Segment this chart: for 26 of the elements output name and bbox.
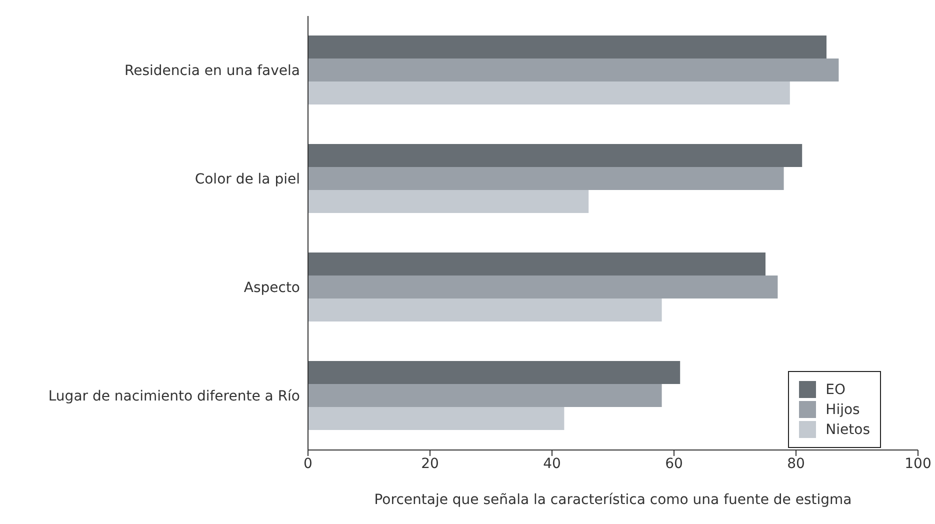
bar xyxy=(308,36,826,59)
x-axis-title: Porcentaje que señala la característica como una fuente de estigma xyxy=(374,492,852,508)
bar xyxy=(308,276,778,299)
bar xyxy=(308,252,766,276)
bar xyxy=(308,298,662,322)
x-tick-label: 20 xyxy=(421,456,439,472)
x-tick-label: 60 xyxy=(665,456,683,472)
bar xyxy=(308,144,802,168)
y-tick-label: Aspecto xyxy=(244,280,300,296)
y-tick-label: Lugar de nacimiento diferente a Río xyxy=(48,388,300,405)
bar xyxy=(308,167,784,190)
x-tick-label: 100 xyxy=(904,456,932,472)
bar xyxy=(308,361,680,384)
legend-label: EO xyxy=(826,382,846,398)
bar xyxy=(308,82,790,105)
x-tick-label: 0 xyxy=(304,456,312,472)
x-tick-label: 80 xyxy=(787,456,805,472)
y-tick-label: Residencia en una favela xyxy=(124,63,300,80)
bar xyxy=(308,407,564,430)
bar xyxy=(308,190,589,214)
bar xyxy=(308,384,662,408)
x-tick-label: 40 xyxy=(543,456,561,472)
legend-label: Nietos xyxy=(826,422,870,438)
legend-label: Hijos xyxy=(826,402,860,418)
y-tick-label: Color de la piel xyxy=(194,172,300,188)
bar xyxy=(308,58,839,82)
